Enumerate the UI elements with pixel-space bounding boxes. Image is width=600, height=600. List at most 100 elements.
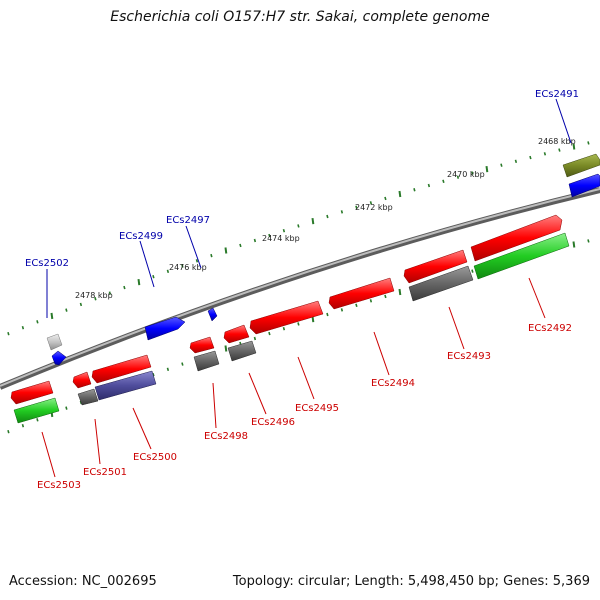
scale-tick [239, 243, 242, 248]
scale-tick [471, 171, 474, 175]
gene-ecs2503-box[interactable] [13, 397, 60, 424]
scale-tick [471, 269, 474, 273]
gene-ecs2500-arrow[interactable] [91, 354, 152, 384]
gene-ecs2498-arrow[interactable] [189, 336, 215, 354]
scale-tick [384, 196, 387, 201]
scale-tick [485, 166, 489, 173]
scale-tick [108, 291, 112, 295]
scale-tick [50, 312, 54, 320]
gene-ecs2502-arrow[interactable] [51, 350, 67, 366]
gene-ecs2495-arrow[interactable] [249, 300, 324, 335]
kbp-label: 2474 kbp [262, 234, 300, 243]
kbp-label: 2468 kbp [538, 137, 576, 146]
scale-tick [166, 269, 170, 274]
scale-tick [369, 299, 373, 303]
scale-ticks [7, 141, 590, 434]
gene-label-ecs2498[interactable]: ECs2498 [204, 431, 248, 442]
gene-ecs2497-arrow[interactable] [207, 307, 218, 322]
scale-tick [282, 229, 286, 233]
scale-tick [587, 141, 590, 145]
gene-ecs2503-arrow[interactable] [10, 380, 54, 405]
gene-ecs2491-arrow-2[interactable] [568, 173, 600, 198]
reverse-features [10, 214, 570, 424]
gene-label-ecs2503[interactable]: ECs2503 [37, 480, 81, 491]
scale-tick [21, 423, 25, 428]
gene-ecs2498-box[interactable] [193, 350, 220, 372]
scale-tick [282, 327, 286, 331]
scale-tick [195, 259, 199, 263]
gene-ecs2494-arrow[interactable] [328, 277, 395, 310]
scale-tick [210, 253, 213, 258]
scale-tick [326, 312, 329, 317]
gene-label-ecs2502[interactable]: ECs2502 [25, 258, 69, 269]
gene-ecs2502-box[interactable] [46, 333, 63, 351]
gene-label-ecs2493[interactable]: ECs2493 [447, 351, 491, 362]
scale-tick [268, 233, 271, 238]
gene-label-ecs2500[interactable]: ECs2500 [133, 452, 177, 463]
gene-ecs2496-box[interactable] [227, 340, 257, 362]
scale-tick [543, 152, 547, 156]
scale-tick [587, 239, 590, 243]
scale-tick [7, 429, 10, 434]
scale-tick [340, 308, 344, 312]
scale-tick [442, 179, 445, 184]
kbp-label: 2478 kbp [75, 291, 113, 300]
scale-tick [311, 218, 315, 225]
scale-tick [65, 406, 68, 410]
scale-tick [224, 345, 228, 352]
scale-tick [36, 418, 39, 422]
scale-tick [514, 159, 518, 164]
gene-ecs2493-arrow[interactable] [403, 249, 468, 284]
genome-info-text: Topology: circular; Length: 5,498,450 bp… [232, 574, 590, 589]
kbp-label: 2470 kbp [447, 170, 485, 179]
forward-features [46, 153, 600, 366]
kbp-labels: 2468 kbp 2470 kbp 2472 kbp 2474 kbp 2476… [75, 137, 576, 300]
gene-ecs2491-arrow[interactable] [562, 153, 600, 178]
scale-tick [500, 163, 503, 167]
scale-tick [529, 155, 532, 160]
scale-tick [355, 303, 358, 308]
scale-tick [224, 247, 228, 254]
scale-tick [413, 188, 416, 192]
gene-label-ecs2497[interactable]: ECs2497 [166, 215, 210, 226]
scale-tick [456, 175, 460, 179]
scale-tick [572, 241, 576, 248]
kbp-label: 2472 kbp [355, 203, 393, 212]
scale-tick [21, 325, 25, 330]
scale-tick [427, 183, 431, 188]
gene-label-ecs2501[interactable]: ECs2501 [83, 467, 127, 478]
gene-ecs2499-arrow[interactable] [144, 316, 186, 341]
gene-ecs2500-box[interactable] [94, 370, 157, 401]
gene-label-ecs2499[interactable]: ECs2499 [119, 231, 163, 242]
scale-tick [558, 148, 561, 152]
scale-tick [166, 367, 170, 372]
scale-tick [253, 238, 257, 243]
gene-label-ecs2496[interactable]: ECs2496 [251, 417, 295, 428]
scale-tick [181, 264, 184, 268]
scale-tick [253, 336, 257, 341]
gene-ecs2496-arrow[interactable] [223, 324, 250, 344]
gene-labels: ECs2491 ECs2492 ECs2493 ECs2494 ECs2495 … [25, 89, 579, 491]
gene-label-ecs2495[interactable]: ECs2495 [295, 403, 339, 414]
scale-tick [123, 285, 126, 290]
leader-lines [41, 98, 572, 478]
scale-tick [297, 224, 300, 228]
gene-ecs2493-box[interactable] [408, 265, 474, 302]
gene-label-ecs2494[interactable]: ECs2494 [371, 378, 415, 389]
scale-tick [181, 362, 184, 366]
scale-tick [137, 278, 141, 286]
map-title: Escherichia coli O157:H7 str. Sakai, com… [110, 9, 490, 25]
scale-tick [340, 210, 344, 214]
gene-label-ecs2492[interactable]: ECs2492 [528, 323, 572, 334]
gene-ecs2501-arrow[interactable] [72, 371, 92, 389]
scale-tick [65, 308, 68, 312]
gene-label-ecs2491[interactable]: ECs2491 [535, 89, 579, 100]
scale-tick [572, 143, 576, 150]
gene-ecs2492-box[interactable] [473, 232, 570, 280]
gene-ecs2492-arrow[interactable] [470, 214, 563, 262]
gene-ecs2501-box[interactable] [77, 388, 99, 406]
scale-tick [94, 297, 97, 301]
scale-tick [268, 331, 271, 336]
scale-tick [369, 201, 373, 205]
